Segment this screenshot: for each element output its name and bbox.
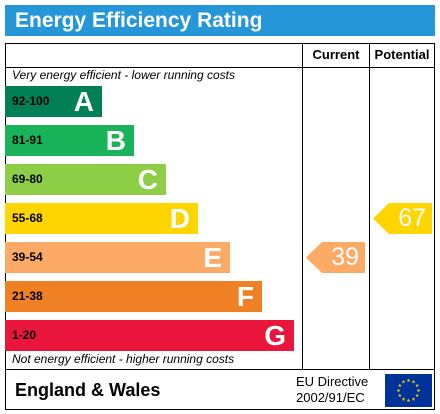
- eu-star-icon: [415, 393, 420, 398]
- eu-star-icon: [416, 388, 421, 393]
- eu-star-icon: [411, 379, 416, 384]
- eu-star-icon: [406, 398, 411, 403]
- bottom-note: Not energy efficient - higher running co…: [12, 352, 235, 366]
- band-letter: E: [203, 242, 222, 273]
- header-divider: [5, 67, 435, 68]
- band-letter: D: [169, 203, 190, 234]
- eu-star-icon: [411, 397, 416, 401]
- eu-star-icon: [406, 378, 411, 383]
- directive-line-2: 2002/91/EC: [296, 390, 365, 405]
- eu-star-icon: [415, 383, 420, 388]
- band-f: 21-38 F: [5, 281, 262, 312]
- footer-divider: [5, 369, 435, 370]
- eu-star-icon: [397, 383, 402, 388]
- band-g: 1-20 G: [5, 320, 294, 351]
- footer-country: England & Wales: [15, 380, 161, 400]
- band-range: 92-100: [12, 94, 50, 108]
- current-rating-value: 39: [331, 243, 359, 271]
- band-letter: G: [264, 320, 286, 351]
- chart-title: Energy Efficiency Rating: [15, 9, 263, 32]
- band-range: 39-54: [12, 250, 43, 264]
- eu-star-icon: [401, 397, 406, 401]
- directive-line-1: EU Directive: [296, 374, 369, 389]
- eu-star-icon: [397, 393, 402, 398]
- band-range: 81-91: [12, 133, 43, 147]
- current-column-divider: [302, 43, 303, 369]
- eu-star-icon: [396, 388, 401, 393]
- current-column-header: Current: [312, 47, 360, 62]
- band-d: 55-68 D: [5, 203, 198, 234]
- band-c: 69-80 C: [5, 164, 166, 195]
- eu-stars-icon: [396, 378, 421, 403]
- potential-column-divider: [369, 43, 370, 369]
- eu-star-icon: [401, 379, 406, 384]
- band-range: 21-38: [12, 289, 43, 303]
- band-range: 69-80: [12, 172, 43, 186]
- band-b: 81-91 B: [5, 125, 134, 156]
- band-e: 39-54 E: [5, 242, 230, 273]
- potential-column-header: Potential: [374, 47, 430, 62]
- band-range: 1-20: [12, 328, 37, 342]
- band-letter: F: [236, 281, 254, 312]
- band-letter: C: [137, 164, 158, 195]
- band-letter: B: [105, 125, 126, 156]
- footer-directive: EU Directive 2002/91/EC: [296, 374, 368, 406]
- potential-rating-value: 67: [398, 204, 426, 232]
- band-range: 55-68: [12, 211, 43, 225]
- title-bar: Energy Efficiency Rating: [5, 5, 435, 36]
- eu-flag-icon: [385, 374, 432, 407]
- band-a: 92-100 A: [5, 86, 102, 117]
- band-letter: A: [73, 86, 94, 117]
- top-note: Very energy efficient - lower running co…: [12, 68, 235, 82]
